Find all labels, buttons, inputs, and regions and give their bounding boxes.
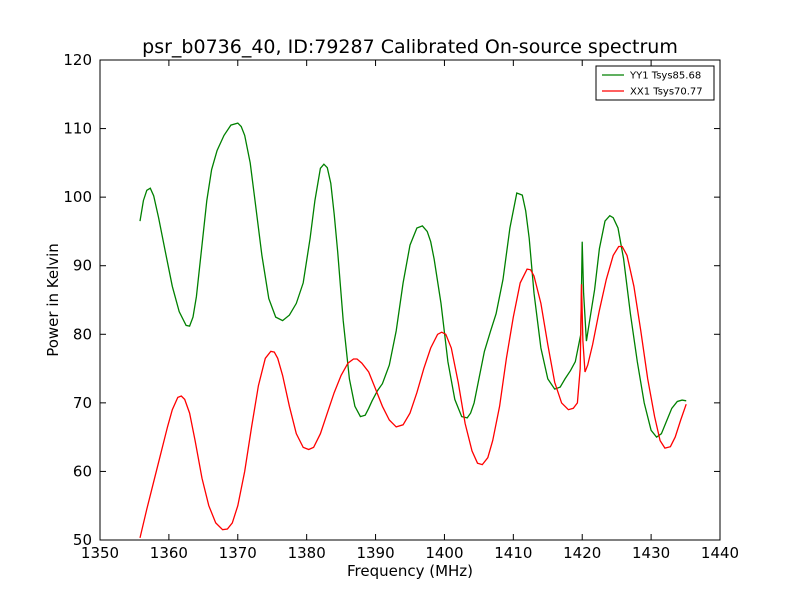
x-tick-label: 1410 (494, 544, 532, 562)
y-tick-label: 70 (73, 394, 92, 412)
legend-box (595, 65, 715, 101)
plot-background (100, 60, 720, 540)
y-tick-label: 120 (63, 51, 92, 69)
y-axis: 50 60 70 80 90 100 110 120 (63, 51, 720, 549)
x-tick-label: 1420 (563, 544, 601, 562)
y-tick-label: 50 (73, 531, 92, 549)
y-tick-label: 110 (63, 120, 92, 138)
y-tick-label: 100 (63, 188, 92, 206)
x-tick-label: 1360 (150, 544, 188, 562)
series-line-2 (139, 245, 687, 539)
x-tick-label: 1350 (81, 544, 119, 562)
legend-label-2: XX1 Tsys70.77 (630, 87, 703, 98)
legend: YY1 Tsys85.68 XX1 Tsys70.77 (595, 65, 715, 101)
x-tick-label: 1370 (219, 544, 257, 562)
plot-frame (99, 59, 721, 541)
x-axis-label: Frequency (MHz) (347, 562, 473, 580)
plot-area (99, 59, 721, 541)
y-tick-label: 60 (73, 462, 92, 480)
x-tick-label: 1430 (632, 544, 670, 562)
x-tick-label: 1440 (701, 544, 739, 562)
y-tick-label: 90 (73, 257, 92, 275)
legend-label-1: YY1 Tsys85.68 (629, 71, 701, 82)
x-tick-label: 1390 (356, 544, 394, 562)
chart-title: psr_b0736_40, ID:79287 Calibrated On-sou… (142, 36, 678, 58)
y-tick-label: 80 (73, 325, 92, 343)
y-axis-label: Power in Kelvin (44, 243, 62, 357)
x-tick-label: 1400 (425, 544, 463, 562)
series-line-1 (139, 122, 687, 438)
x-tick-label: 1380 (288, 544, 326, 562)
series-group (139, 122, 687, 539)
x-axis: 1350 1360 1370 1380 1390 1400 1410 1420 1430 1440 (81, 60, 739, 562)
